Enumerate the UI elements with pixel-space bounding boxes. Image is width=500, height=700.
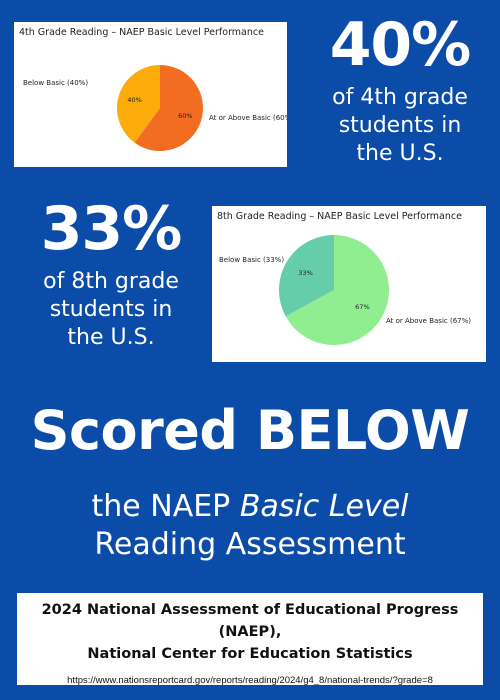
source-line2: National Center for Education Statistics [87,646,413,662]
pie-slice [279,235,334,317]
slice-percent-label: 33% [298,269,312,277]
pie-chart-8th-grade: 8th Grade Reading – NAEP Basic Level Per… [217,211,471,345]
stat-4th-grade: 40% of 4th grade students in the U.S. [300,12,500,168]
slice-label: Below Basic (40%) [23,79,88,87]
subheadline-emphasis: Basic Level [239,489,409,524]
chart-8th-grade: 8th Grade Reading – NAEP Basic Level Per… [212,206,486,362]
stat-8th-line1: of 8th grade [43,269,179,294]
slice-percent-label: 40% [127,96,141,104]
stat-8th-percent: 33% [40,194,183,264]
stat-8th-description: of 8th grade students in the U.S. [14,268,208,352]
subheadline-line1: the NAEP Basic Level [0,488,500,526]
slice-label: At or Above Basic (67%) [386,317,471,325]
stat-8th-line3: the U.S. [67,325,155,350]
source-line1: 2024 National Assessment of Educational … [41,602,459,640]
stat-8th-line2: students in [49,297,173,322]
slice-percent-label: 60% [178,112,192,120]
chart-title: 8th Grade Reading – NAEP Basic Level Per… [217,211,462,222]
source-url[interactable]: https://www.nationsreportcard.gov/report… [67,675,433,686]
stat-4th-percent: 40% [329,10,472,80]
subheadline-prefix: the NAEP [91,489,240,524]
pie-slice [117,65,160,143]
source-title: 2024 National Assessment of Educational … [17,593,483,665]
pie-chart-4th-grade: 4th Grade Reading – NAEP Basic Level Per… [19,27,287,151]
subheadline: the NAEP Basic Level Reading Assessment [0,488,500,564]
stat-4th-description: of 4th grade students in the U.S. [300,84,500,168]
slice-label: Below Basic (33%) [219,256,284,264]
slice-label: At or Above Basic (60%) [209,114,287,122]
chart-4th-grade: 4th Grade Reading – NAEP Basic Level Per… [14,22,287,167]
headline: Scored BELOW [30,399,470,462]
stat-4th-line2: students in [338,113,462,138]
subheadline-line2: Reading Assessment [94,527,406,562]
stat-8th-grade: 33% of 8th grade students in the U.S. [14,196,208,352]
chart-title: 4th Grade Reading – NAEP Basic Level Per… [19,27,264,38]
pie-slice [285,235,389,345]
pie-slice [134,65,204,151]
slice-percent-label: 67% [355,303,369,311]
stat-4th-line1: of 4th grade [332,85,468,110]
source-citation: 2024 National Assessment of Educational … [17,593,483,686]
stat-4th-line3: the U.S. [356,141,444,166]
